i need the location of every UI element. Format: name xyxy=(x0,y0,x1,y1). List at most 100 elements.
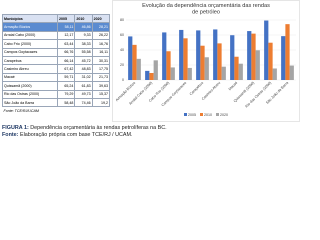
legend-swatch xyxy=(184,113,187,116)
table-cell: Rio das Ostras (2000) xyxy=(1,89,59,99)
legend-label: 2010 xyxy=(204,113,212,117)
table-cell: 38,33 xyxy=(74,39,93,49)
bar xyxy=(247,31,252,80)
table-cell: Quissamã (2000) xyxy=(1,81,59,91)
table-cell: 66,14 xyxy=(57,55,76,66)
table-cell: 58,11 xyxy=(57,22,76,32)
bar xyxy=(221,66,226,80)
y-tick-label: 0 xyxy=(122,78,124,82)
table-cell: 61,83 xyxy=(74,81,93,91)
page: Municípios 2005 2010 2020 Armação Búzios 58,1… xyxy=(1,0,300,139)
table-header: Municípios 2005 2010 2020 xyxy=(1,13,111,24)
y-tick-label: 20 xyxy=(120,63,124,67)
chart: Evolução da dependência orçamentária das… xyxy=(112,0,300,122)
table-cell: 15,37 xyxy=(91,89,111,99)
y-tick-label: 80 xyxy=(120,18,124,22)
bar xyxy=(200,45,205,80)
header-cell: 2010 xyxy=(74,13,93,24)
table-cell: 66,76 xyxy=(57,47,76,57)
bar xyxy=(234,56,239,80)
chart-title: Evolução da dependência orçamentária das… xyxy=(142,3,270,16)
legend-label: 2020 xyxy=(220,113,228,117)
table-cell: 45,72 xyxy=(74,55,93,66)
table-cell: 17,75 xyxy=(91,64,111,74)
bar xyxy=(217,43,222,80)
bar xyxy=(268,42,273,80)
bar xyxy=(187,67,192,80)
figure-label: FIGURA 1: xyxy=(2,125,29,131)
bar xyxy=(255,50,260,80)
bar xyxy=(183,38,188,80)
bar xyxy=(179,29,184,80)
bar xyxy=(132,44,137,80)
bar xyxy=(264,20,269,80)
table-cell: 46,86 xyxy=(74,22,93,32)
legend-swatch xyxy=(200,113,203,116)
table-row: Carapebus 66,14 45,72 30,31 xyxy=(1,55,111,66)
table-cell: 59,71 xyxy=(57,72,76,83)
bar xyxy=(230,35,235,80)
bar xyxy=(196,30,201,80)
x-tick-label: Macaé xyxy=(228,81,238,91)
table-cell: 19,2 xyxy=(91,97,111,108)
table-row: Campos Goytacazes 66,76 55,58 16,11 xyxy=(1,47,111,57)
table-cell: Arraial Cabo (2000) xyxy=(1,30,59,41)
table-source: Fonte: TCE/RJ/UCAM xyxy=(3,108,39,113)
table-row: Cabo Frio (2000) 63,44 38,33 16,76 xyxy=(1,39,111,49)
table-cell: 26,22 xyxy=(91,30,111,41)
table-row: Macaé 59,71 31,02 21,73 xyxy=(1,72,111,83)
bar xyxy=(272,68,277,80)
bar xyxy=(149,73,154,80)
table-cell: Casimiro Abreu xyxy=(1,64,59,74)
bar xyxy=(170,67,175,80)
table-row: Arraial Cabo (2000) 12,17 9,33 26,22 xyxy=(1,30,111,41)
source-text: Elaboração própria com base TCE/RJ / UCA… xyxy=(19,132,133,138)
source-row: Fonte: TCE/RJ/UCAM xyxy=(3,107,110,115)
table-cell: Armação Búzios xyxy=(1,22,59,32)
table-cell: 67,42 xyxy=(57,64,76,74)
table-cell: 55,58 xyxy=(74,47,93,57)
bar xyxy=(128,36,133,80)
bar xyxy=(238,63,243,80)
data-table: Municípios 2005 2010 2020 Armação Búzios 58,1… xyxy=(1,13,111,115)
table-row: Armação Búzios 58,11 46,86 28,21 xyxy=(1,22,111,32)
bar xyxy=(153,60,158,80)
table-cell: São João da Barra xyxy=(1,97,59,108)
bar xyxy=(204,57,209,80)
caption-line: FIGURA 1: Dependência orçamentária às re… xyxy=(2,125,167,132)
header-cell: 2020 xyxy=(91,13,111,24)
table-cell: Macaé xyxy=(1,72,59,83)
table-cell: 30,31 xyxy=(91,55,111,66)
table-cell: 16,11 xyxy=(91,47,111,57)
table-cell: 31,02 xyxy=(74,72,93,83)
bar xyxy=(136,58,141,80)
table-cell: 39,63 xyxy=(91,81,111,91)
bar xyxy=(251,33,256,80)
table-cell: 9,33 xyxy=(74,30,93,41)
caption: FIGURA 1: Dependência orçamentária às re… xyxy=(2,125,167,139)
table-cell: 12,17 xyxy=(57,30,76,41)
bar xyxy=(289,65,294,80)
table-row: Quissamã (2000) 65,24 61,83 39,63 xyxy=(1,81,111,91)
source-label: Fonte: xyxy=(2,132,19,138)
table-cell: 63,44 xyxy=(57,39,76,49)
table-cell: Campos Goytacazes xyxy=(1,47,59,57)
table-cell: 79,29 xyxy=(57,89,76,99)
y-tick-label: 60 xyxy=(120,33,124,37)
legend-swatch xyxy=(216,113,219,116)
table-cell: 58,48 xyxy=(57,97,76,108)
bar xyxy=(281,36,286,80)
table-cell: 65,24 xyxy=(57,81,76,91)
table-row: Rio das Ostras (2000) 79,29 49,73 15,37 xyxy=(1,89,111,99)
header-cell: 2005 xyxy=(57,13,76,24)
table-cell: 16,76 xyxy=(91,39,111,49)
table-cell: 49,73 xyxy=(74,89,93,99)
bar xyxy=(285,24,290,81)
table-cell: 28,21 xyxy=(91,22,111,32)
table-cell: Carapebus xyxy=(1,55,59,66)
caption-line: Fonte: Elaboração própria com base TCE/R… xyxy=(2,132,167,139)
table-cell: 48,83 xyxy=(74,64,93,74)
table-row: Casimiro Abreu 67,42 48,83 17,75 xyxy=(1,64,111,74)
bar xyxy=(145,70,150,80)
header-cell: Municípios xyxy=(1,13,59,24)
